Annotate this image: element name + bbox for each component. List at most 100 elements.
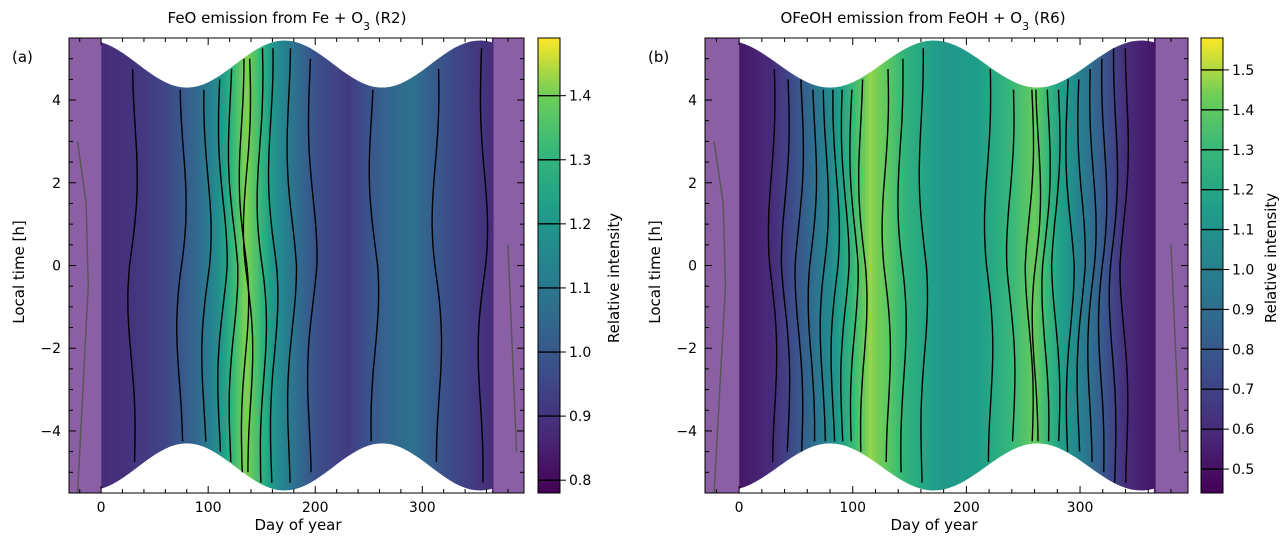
panel-b-cell (1056, 38, 1061, 493)
panel-b-cell (762, 38, 767, 493)
panel-b-colorbar-tick-label: 1.5 (1232, 63, 1254, 79)
panel-b-cell (800, 38, 805, 493)
panel-b-cell (1008, 38, 1013, 493)
panel-b-contour (1087, 68, 1097, 463)
panel-a-cell (210, 38, 215, 493)
panel-a-colorbar-tick-label: 1.4 (569, 89, 591, 105)
panel-a-cell (403, 38, 407, 493)
panel-a-contour (227, 68, 239, 463)
panel-a-cell (168, 38, 173, 493)
panel-b-plot (704, 37, 1189, 494)
panel-a-cell (178, 38, 183, 493)
panel-a-colorbar: 0.8 0.9 1.0 1.1 1.2 1.3 1.4 (537, 37, 591, 494)
panel-a-cell (120, 38, 125, 493)
panel-b-cell (895, 38, 900, 493)
panel-a-ylabel: Local time [h] (10, 220, 28, 324)
panel-b-cell (991, 38, 996, 493)
panel-a-cell (300, 38, 305, 493)
panel-b-cell (745, 38, 750, 493)
panel-a-contour (127, 68, 138, 463)
panel-b-cell (756, 38, 761, 493)
panel-a-cell (184, 38, 189, 493)
panel-b-contour (780, 79, 791, 452)
panel-a-cell (364, 38, 369, 493)
panel-b-cell (1148, 38, 1153, 493)
panel-a-cell (464, 38, 468, 493)
panel-a-cell (232, 38, 237, 493)
panel-b-xlabel: Day of year (890, 516, 978, 534)
panel-a-cell (489, 38, 494, 493)
panel-b-cell (1045, 38, 1050, 493)
panel-b-cell (742, 38, 747, 493)
panel-a-cell (293, 38, 298, 493)
panel-b-contour (881, 68, 892, 463)
panel-b-cell (1151, 38, 1156, 493)
panel-b-contour (807, 89, 818, 442)
panel-a-ticks: 0 100 200 300 −4 −2 0 2 4 (40, 38, 524, 516)
panel-a-cell (332, 38, 337, 493)
panel-b-cell (994, 38, 999, 493)
panel-b-cell (923, 38, 928, 493)
panel-b-contour (1041, 89, 1051, 442)
panel-b-ytick-label: 2 (688, 176, 697, 192)
panel-b-side-contour-right (1170, 244, 1181, 452)
panel-b-cell (858, 38, 863, 493)
panel-a-letter: (a) (12, 48, 33, 66)
panel-b-cell (861, 38, 866, 493)
panel-a-cell (252, 38, 256, 493)
panel-b-cell (817, 38, 822, 493)
panel-b-contour (830, 89, 841, 442)
panel-a-mask-bottom (101, 443, 492, 493)
panel-b-cell (1103, 38, 1108, 493)
panel-b-cell (1080, 38, 1085, 493)
panel-b-colorbar-label: Relative intensity (1262, 193, 1280, 323)
panel-a-colorbar-label: Relative intensity (605, 213, 623, 343)
panel-b-colorbar-tick-label: 0.9 (1232, 302, 1254, 318)
panel-b-cell (1039, 38, 1044, 493)
panel-a-cell (139, 38, 144, 493)
panel-b-cell (824, 38, 829, 493)
panel-a-cell (406, 38, 411, 493)
panel-b-cell (1042, 38, 1047, 493)
panel-a-cell (255, 38, 260, 493)
panel-a-cell (438, 38, 443, 493)
panel-a-cell (261, 38, 266, 493)
panel-b-cell (953, 38, 958, 493)
panel-b-contour (1076, 79, 1087, 452)
panel-a-cell (451, 38, 456, 493)
panel-b-cell (987, 38, 992, 493)
panel-b-cell (916, 38, 921, 493)
panel-b-cell (872, 38, 877, 493)
panel-b-cell (1022, 38, 1027, 493)
panel-a-cell (268, 38, 272, 493)
panel-b-cell (919, 38, 924, 493)
panel-b-contour (840, 89, 850, 442)
panel-a-contour (175, 89, 187, 442)
panel-b-cell (1073, 38, 1078, 493)
panel-b-contour (1097, 58, 1108, 473)
panel-b-ylabel: Local time [h] (646, 220, 664, 324)
panel-b-cell (957, 38, 962, 493)
panel-a-cell (374, 38, 378, 493)
panel-a-xtick-label: 0 (97, 500, 106, 516)
panel-a-cell (155, 38, 160, 493)
panel-a-cell (412, 38, 417, 493)
panel-a-xtick-label: 100 (195, 500, 222, 516)
panel-a-colorbar-tick-label: 1.2 (569, 217, 591, 233)
panel-b-cell (797, 38, 802, 493)
panel-b-contour (1005, 89, 1016, 442)
panel-b-contour (1108, 48, 1119, 483)
panel-b-cell (1001, 38, 1006, 493)
panel-b-cell (1124, 38, 1129, 493)
panel-a-cell (431, 38, 436, 493)
panel-a-cell (174, 38, 179, 493)
panel-a-cell (409, 38, 414, 493)
panel-b-contour (1119, 48, 1129, 483)
panel-b-cell (831, 38, 836, 493)
panel-b-colorbar-tick-label: 0.8 (1232, 342, 1254, 358)
panel-a-colorbar-gradient (537, 37, 561, 494)
panel-b-cell (1066, 38, 1071, 493)
panel-b-cell (814, 38, 819, 493)
panel-a-cell (335, 38, 340, 493)
panel-b-cell (977, 38, 982, 493)
